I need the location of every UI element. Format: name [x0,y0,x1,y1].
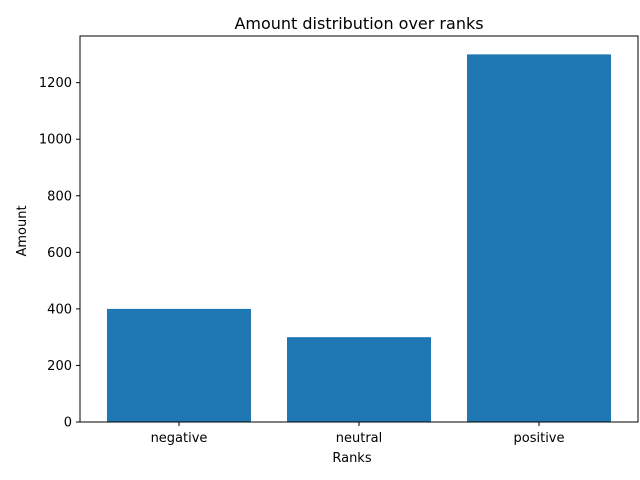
x-axis-ticks: negative neutral positive [151,422,565,446]
y-tick-label: 400 [47,302,72,317]
y-tick-label: 600 [47,246,72,261]
x-axis-label: Ranks [332,451,371,466]
bar-negative [107,308,251,422]
x-tick-label-negative: negative [151,431,208,446]
bar-positive [467,54,611,422]
x-tick-label-neutral: neutral [336,431,383,446]
y-axis-label: Amount [15,205,30,256]
bar-neutral [287,337,431,422]
bars-group [107,54,611,422]
y-tick-label: 800 [47,189,72,204]
x-tick-label-positive: positive [514,431,565,446]
plot-frame [79,35,639,423]
y-axis-ticks: 0 200 400 600 800 1000 1200 [39,76,80,431]
y-tick-label: 1000 [39,133,72,148]
y-tick-label: 200 [47,359,72,374]
y-tick-label: 1200 [39,76,72,91]
chart-title: Amount distribution over ranks [234,14,483,33]
y-tick-label: 0 [64,416,72,431]
